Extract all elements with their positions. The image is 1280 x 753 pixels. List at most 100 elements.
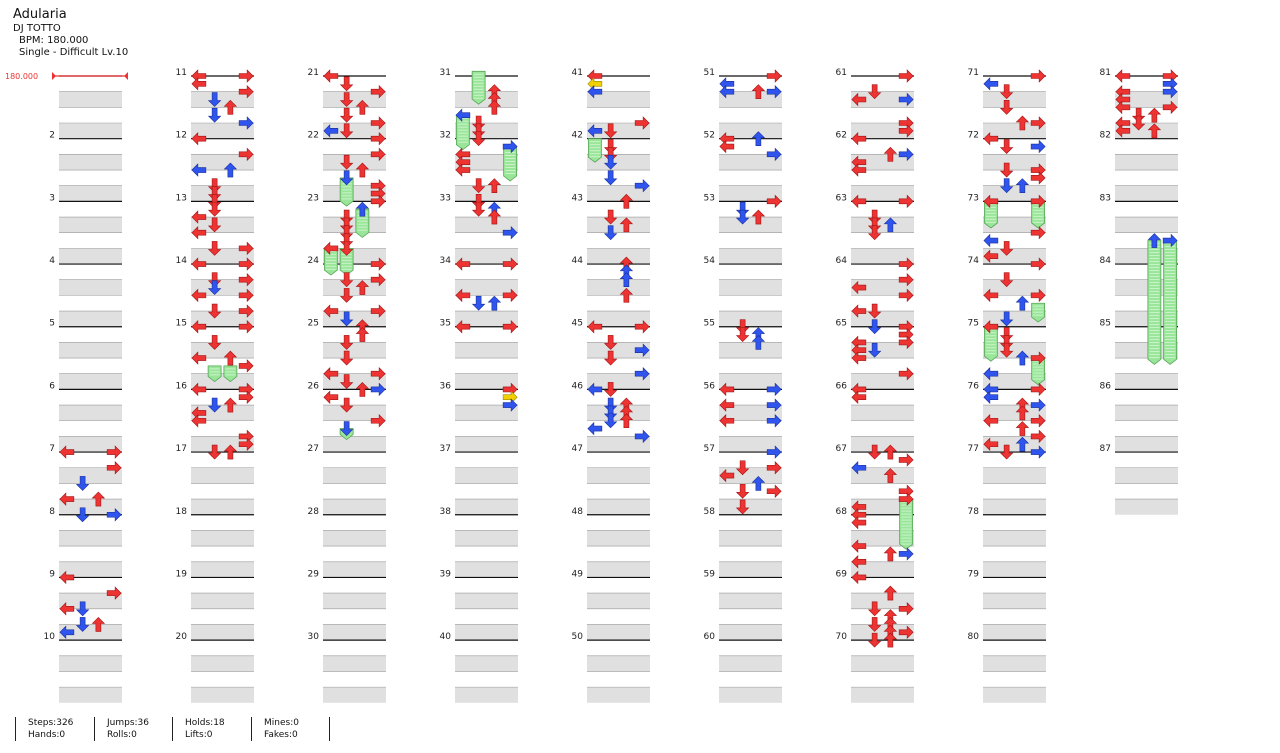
beat-band: [983, 405, 1046, 421]
beat-band: [719, 499, 782, 515]
measure-75: 75: [968, 319, 1046, 390]
tap-arrow-down: [999, 444, 1014, 460]
beat-band: [191, 154, 254, 171]
tap-arrow-left: [191, 257, 207, 271]
tap-arrow-up: [619, 272, 634, 288]
measure-number: 56: [704, 381, 716, 391]
measure-15: 15: [176, 319, 254, 390]
tap-arrow-left: [191, 131, 207, 146]
tap-arrow-right: [1030, 171, 1046, 185]
beat-band: [455, 123, 518, 139]
tap-arrow-up: [883, 217, 898, 233]
tap-arrow-left: [851, 461, 867, 475]
tap-arrow-right: [1030, 414, 1046, 428]
tap-arrow-right: [370, 194, 386, 209]
beat-band: [1115, 436, 1178, 453]
measure-24: 24: [308, 256, 386, 327]
beat-band: [719, 91, 782, 108]
tap-arrow-up: [1015, 405, 1030, 421]
tap-arrow-left: [851, 555, 867, 569]
tap-arrow-left: [587, 421, 603, 436]
tap-arrow-up: [355, 327, 370, 342]
beat-band: [1115, 311, 1178, 327]
measure-number: 55: [704, 319, 715, 329]
tap-arrow-down: [999, 139, 1014, 154]
tap-arrow-up: [619, 217, 634, 233]
tap-arrow-down: [603, 382, 618, 397]
measure-6: 6: [49, 381, 122, 453]
beat-band: [851, 217, 914, 233]
tap-arrow-right: [766, 147, 782, 162]
measure-number: 23: [308, 193, 319, 203]
tap-arrow-down: [999, 162, 1014, 178]
hold-body: [983, 326, 998, 362]
measure-65: 65: [836, 319, 914, 390]
beat-band: [851, 311, 914, 327]
measure-72: 72: [968, 131, 1046, 202]
measure-number: 58: [704, 507, 716, 517]
measure-number: 7: [49, 444, 55, 454]
measure-number: 26: [308, 381, 320, 391]
beat-band: [455, 311, 518, 327]
tap-arrow-left: [455, 163, 471, 177]
beat-band: [587, 593, 650, 609]
tap-arrow-right: [502, 139, 518, 154]
tap-arrow-left: [455, 108, 471, 122]
beat-band: [191, 311, 254, 327]
measure-number: 31: [440, 68, 451, 78]
measure-number: 82: [1100, 131, 1111, 141]
tap-arrow-up: [751, 84, 766, 99]
measure-number: 44: [572, 256, 584, 266]
measure-number: 46: [572, 381, 584, 391]
beat-band: [719, 217, 782, 233]
tap-arrow-right: [898, 92, 914, 107]
measure-number: 17: [176, 444, 187, 454]
song-title: Adularia: [13, 7, 67, 22]
measure-number: 79: [968, 569, 980, 579]
measure-11: 11: [176, 68, 254, 139]
tap-arrow-right: [370, 116, 386, 130]
beat-band: [983, 499, 1046, 515]
measure-55: 55: [704, 319, 782, 390]
beat-band: [1115, 91, 1178, 108]
tap-arrow-up: [355, 99, 370, 115]
hold-note: [983, 200, 998, 229]
measure-number: 35: [440, 319, 451, 329]
tap-arrow-down: [867, 319, 882, 335]
tap-arrow-right: [106, 586, 122, 600]
tap-arrow-down: [603, 123, 618, 139]
tap-arrow-up: [223, 444, 238, 460]
tap-arrow-up: [355, 381, 370, 397]
beat-band: [587, 279, 650, 296]
measure-number: 14: [176, 256, 188, 266]
beat-band: [719, 436, 782, 453]
beat-band: [59, 499, 122, 515]
measure-67: 67: [836, 444, 914, 515]
beat-band: [587, 687, 650, 703]
tap-arrow-left: [851, 163, 867, 177]
measure-number: 84: [1100, 256, 1112, 266]
tap-arrow-down: [75, 601, 90, 617]
measure-number: 13: [176, 193, 187, 203]
beat-band: [191, 91, 254, 108]
beat-band: [983, 217, 1046, 233]
tap-arrow-left: [323, 124, 339, 138]
beat-band: [851, 624, 914, 641]
beat-band: [59, 217, 122, 233]
beat-band: [323, 311, 386, 327]
measure-62: 62: [836, 131, 914, 202]
tap-arrow-down: [735, 327, 750, 342]
tap-arrow-right: [766, 484, 782, 498]
tap-arrow-down: [207, 272, 222, 288]
tap-arrow-right: [634, 319, 650, 334]
beat-band: [455, 593, 518, 609]
tap-arrow-up: [1147, 233, 1162, 248]
tap-arrow-down: [999, 335, 1014, 350]
hold-body: [323, 247, 338, 276]
measure-25: 25: [308, 319, 386, 390]
measure-number: 28: [308, 507, 320, 517]
measure-number: 16: [176, 381, 188, 391]
tap-arrow-up: [751, 334, 766, 350]
beat-band: [983, 655, 1046, 672]
tap-arrow-up: [1015, 295, 1030, 311]
